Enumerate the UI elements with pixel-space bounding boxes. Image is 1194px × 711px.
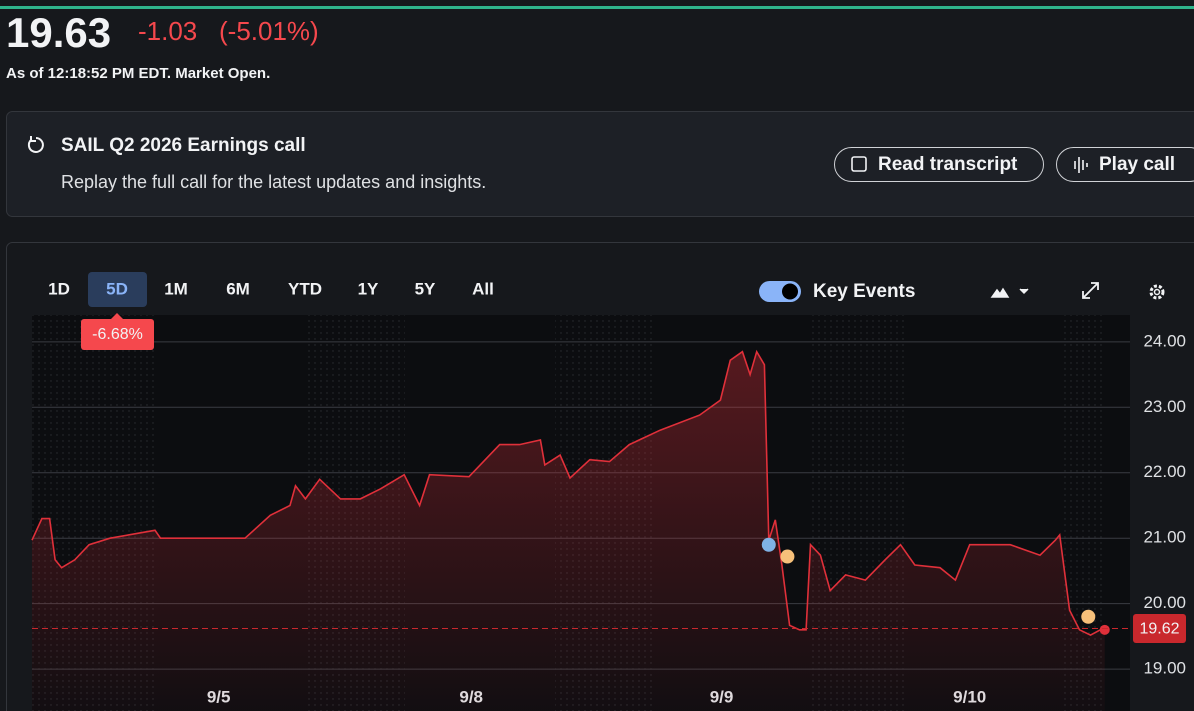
range-button[interactable]: 5D	[106, 279, 128, 298]
read-transcript-label[interactable]: Read transcript	[878, 154, 1018, 175]
expand-icon[interactable]	[1082, 282, 1099, 299]
y-tick-label: 24.00	[1143, 331, 1186, 350]
banner-subtitle: Replay the full call for the latest upda…	[61, 172, 486, 192]
banner-title: SAIL Q2 2026 Earnings call	[61, 135, 306, 156]
play-call-button[interactable]	[1056, 147, 1194, 182]
play-call-label[interactable]: Play call	[1099, 154, 1175, 175]
chart: 19.0020.0021.0022.0023.0024.009/59/89/99…	[31, 331, 1186, 711]
price-area	[32, 351, 1105, 711]
range-selected	[88, 272, 147, 307]
settings-icon-center	[1153, 288, 1161, 296]
y-tick-label: 21.00	[1143, 528, 1186, 547]
change-pct: (-5.01%)	[219, 16, 319, 46]
range-button[interactable]: YTD	[288, 279, 322, 298]
top-accent	[0, 6, 1194, 9]
price: 19.63	[6, 9, 111, 56]
key-event[interactable]	[761, 537, 776, 552]
toggle-knob	[782, 283, 798, 300]
range-button[interactable]: 6M	[226, 279, 250, 298]
range-selector: 1D 5D 1M 6M YTD 1Y 5Y All	[48, 272, 494, 307]
as-of: As of 12:18:52 PM EDT. Market Open.	[6, 65, 270, 82]
badge-pointer	[111, 313, 123, 319]
transcript-icon	[851, 156, 867, 172]
replay-icon	[27, 136, 44, 153]
range-button[interactable]: 1Y	[358, 279, 379, 298]
key-events-label: Key Events	[813, 281, 915, 302]
last-price-dot	[1099, 624, 1110, 635]
range-button[interactable]: 1D	[48, 279, 70, 298]
range-button[interactable]: 1M	[164, 279, 188, 298]
reference-label: 19.62	[1139, 621, 1179, 638]
key-event[interactable]	[780, 549, 795, 564]
banner	[6, 111, 1194, 217]
y-tick-label: 20.00	[1143, 593, 1186, 612]
key-event[interactable]	[1081, 609, 1096, 624]
chart-type-icon[interactable]	[990, 287, 1029, 298]
y-tick-label: 19.00	[1143, 659, 1186, 678]
read-transcript-button[interactable]	[834, 147, 1044, 182]
change: -1.03	[138, 16, 197, 46]
y-tick-label: 22.00	[1143, 462, 1186, 481]
range-button[interactable]: All	[472, 279, 494, 298]
audio-icon	[1074, 157, 1088, 173]
y-tick-label: 23.00	[1143, 397, 1186, 416]
period-change-badge	[81, 319, 154, 350]
range-button[interactable]: 5Y	[415, 279, 436, 298]
period-change: -6.68%	[92, 326, 143, 343]
price-line	[31, 349, 1105, 636]
settings-icon[interactable]	[1149, 284, 1165, 300]
reference-box	[1133, 614, 1186, 644]
